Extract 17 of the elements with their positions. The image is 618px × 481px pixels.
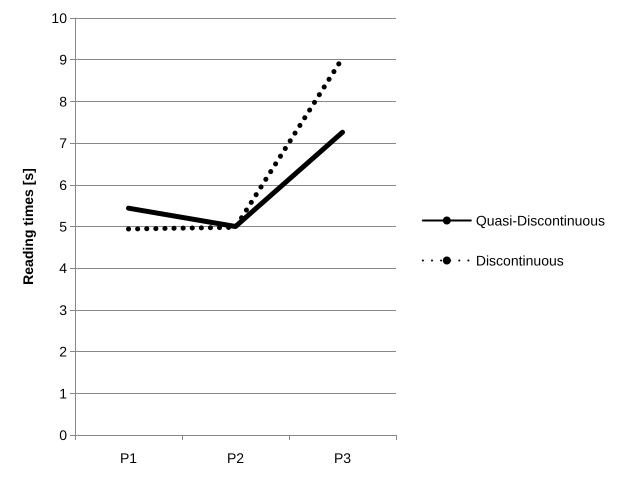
x-tick-label: P3 [334, 450, 352, 466]
y-tick-label: 3 [59, 302, 68, 318]
y-tick-label: 5 [59, 218, 68, 234]
legend-label: Discontinuous [476, 252, 564, 268]
x-tick-label: P1 [120, 450, 138, 466]
y-tick-label: 7 [59, 135, 68, 152]
x-tick-label: P2 [226, 450, 244, 466]
legend-label: Quasi-Discontinuous [476, 212, 605, 228]
y-tick-label: 9 [59, 52, 68, 68]
y-tick-label: 6 [59, 176, 68, 193]
y-tick-label: 2 [59, 344, 68, 360]
y-axis-title: Reading times [s] [20, 168, 36, 285]
y-tick-label: 1 [59, 385, 68, 402]
y-tick-label: 0 [59, 427, 68, 443]
y-tick-label: 4 [59, 260, 68, 276]
y-tick-label: 8 [59, 93, 68, 110]
y-tick-label: 10 [51, 10, 68, 26]
